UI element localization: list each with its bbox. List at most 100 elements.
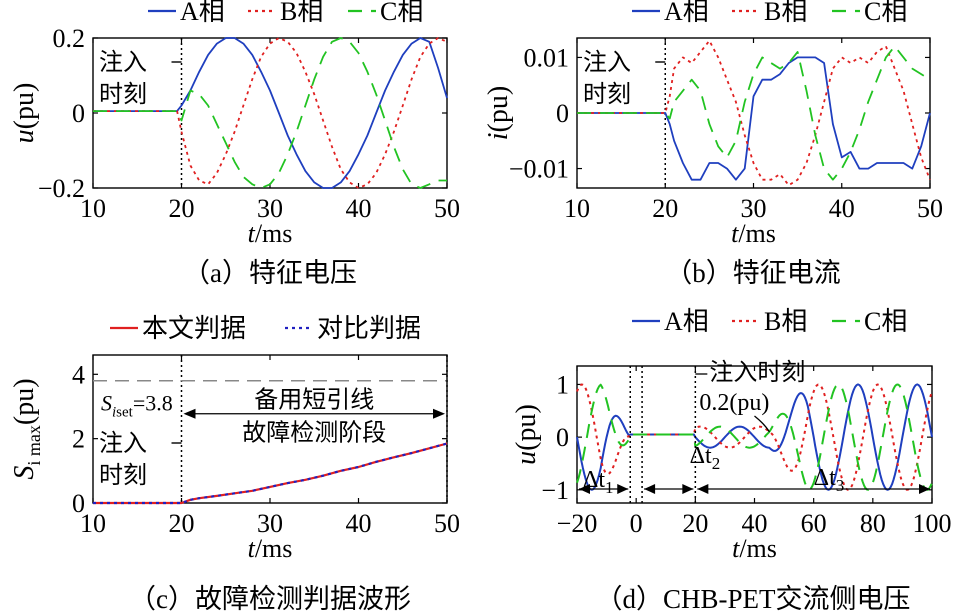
x-axis-label: t/ms [248,219,293,248]
dt1-arrow-head-left [579,484,590,494]
legend-label: C相 [864,0,907,26]
x-tick-label: 10 [564,194,590,223]
x-tick-label: −20 [557,509,598,538]
legend-label: B相 [764,0,807,26]
y-axis-var: i [483,132,514,140]
x-axis-var: t [731,219,739,248]
y-axis-unit: (pu) [9,378,40,425]
dt1-label: Δt1 [583,467,614,497]
y-tick-label: 1 [556,370,569,399]
x-tick-label: 60 [801,509,827,538]
annotation-time: 时刻 [99,462,147,489]
annotation-time: 时刻 [99,81,147,108]
annotation-inject: 注入 [99,49,147,76]
dt3-arrow-head-left [697,484,709,494]
x-axis-var: t [732,534,740,563]
x-tick-label: 100 [913,509,952,538]
threshold-sub2: set [116,405,133,421]
y-axis-unit: (pu) [483,86,514,133]
series-line-1 [93,37,448,189]
y-axis-label: u(pu) [9,83,40,144]
x-axis-var: t [248,534,256,563]
legend-label: C相 [380,0,423,26]
y-tick-label: 4 [72,360,85,389]
series-line-2 [576,383,933,491]
x-tick-label: 40 [346,509,372,538]
y-axis-var: u [9,129,40,143]
y-axis-unit: (pu) [9,83,40,130]
legend-label: A相 [664,0,709,26]
legend-label: 本文判据 [142,314,246,343]
x-axis-unit: /ms [738,219,776,248]
x-tick-label: 40 [346,194,372,223]
x-axis-unit: /ms [739,534,777,563]
y-axis-label: Si max(pu) [9,378,44,479]
x-tick-label: 20 [682,509,708,538]
y-tick-label: 0 [72,99,85,128]
x-tick-label: 20 [169,509,195,538]
x-tick-label: 30 [257,194,283,223]
series-line-2 [577,39,931,187]
dt3-label: Δt3 [814,465,845,495]
x-tick-label: 20 [169,194,195,223]
series-line-3 [576,383,933,491]
x-tick-label: 30 [257,509,283,538]
legend-label: A相 [180,0,225,26]
x-tick-label: 20 [652,194,678,223]
x-tick-label: 40 [742,509,768,538]
y-axis-var: u [511,451,542,465]
y-axis-var: S [9,466,40,480]
dt2-label-index: 2 [712,454,721,473]
legend-label: B相 [764,307,807,336]
x-tick-label: 0 [630,509,643,538]
x-axis-unit: /ms [255,534,293,563]
threshold-var: S [101,391,112,416]
y-tick-label: −0.01 [509,155,569,184]
annotation-amplitude: 0.2(pu) [699,390,769,416]
y-tick-label: 0.2 [53,24,86,53]
y-axis-subscript: i max [24,425,44,466]
x-axis-label: t/ms [732,534,777,563]
series-line-2 [93,442,448,505]
dt3-label-index: 3 [836,476,845,495]
dt1-arrow-head-right [617,484,629,494]
x-tick-label: 50 [434,509,460,538]
panel-a-voltage-chart: 10 20 30 40 50 −0.2 0 0.2 t/ms u(pu) （a）特征电压 A相 B相 C相… [9,0,460,288]
x-tick-label: 80 [860,509,886,538]
series-line-3 [93,37,447,189]
dt2-arrow-head-right [682,484,694,494]
dt1-label-index: 1 [605,478,614,497]
y-axis-label: u(pu) [511,404,542,465]
y-tick-label: 2 [72,425,85,454]
threshold-sub: i [112,405,116,421]
y-axis-unit: (pu) [511,404,542,451]
series-line-3 [577,45,931,181]
legend-label: 对比判据 [317,314,421,343]
x-tick-label: 10 [80,509,106,538]
y-tick-label: 0 [556,423,569,452]
x-axis-label: t/ms [731,219,776,248]
y-axis-label: i(pu) [483,86,514,140]
panel-b-current-chart: 10 20 30 40 50 −0.01 0 0.01 t/ms i(pu) （b）特征电流 A相 B相… [483,0,943,288]
annotation-time: 时刻 [583,81,631,108]
panel-caption: （d）CHB-PET交流侧电压 [595,584,910,614]
annotation-inject-time: 注入时刻 [709,359,805,386]
x-tick-label: 50 [917,194,943,223]
x-tick-label: 10 [80,194,106,223]
y-tick-label: −0.2 [38,174,85,203]
legend-label: A相 [664,307,709,336]
y-tick-label: 0 [556,99,569,128]
stage-label-line2: 故障检测阶段 [242,420,386,447]
stage-arrow-head-left [183,408,196,419]
stage-arrow-head-right [433,408,445,419]
annotation-inject: 注入 [99,430,147,457]
panel-caption: （b）特征电流 [665,258,841,288]
dt1-label-delta: Δt [583,467,605,493]
panel-caption: （c）故障检测判据波形 [129,584,411,614]
dt3-arrow-head-right [919,484,930,494]
threshold-value: =3.8 [133,391,173,416]
amplitude-pointer [754,415,771,433]
panel-c-criterion-chart: 10 20 30 40 50 0 2 4 t/ms Si max(pu) （c）故障检测判据波形 本文… [9,314,460,614]
dt2-arrow-head-left [644,484,656,494]
